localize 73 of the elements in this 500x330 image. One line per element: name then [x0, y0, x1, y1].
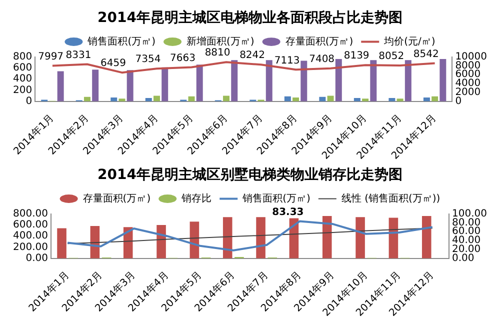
bar — [354, 98, 360, 102]
y-tick-label: 0.00 — [26, 252, 48, 264]
bar — [57, 71, 64, 102]
bar — [92, 70, 99, 102]
bar — [396, 98, 404, 102]
chart-title: 2014年昆明主城区电梯物业各面积段占比走势图 — [98, 9, 402, 26]
bar — [126, 70, 134, 102]
bar — [362, 98, 369, 102]
bar — [231, 60, 238, 102]
bar — [266, 60, 272, 102]
bar — [432, 96, 438, 102]
legend-label: 销售面积(万㎡) — [86, 35, 156, 48]
bar — [222, 217, 232, 258]
data-label: 8810 — [204, 48, 230, 59]
bar — [284, 96, 291, 102]
bar — [300, 60, 308, 102]
data-label: 7408 — [309, 54, 335, 65]
y2-tick-label: 10000 — [455, 51, 487, 62]
legend-label: 存量面积(万㎡) — [285, 35, 354, 48]
bar — [196, 64, 203, 102]
data-label: 8052 — [378, 51, 404, 62]
bar — [156, 224, 166, 258]
bar — [422, 216, 432, 258]
bar — [84, 96, 90, 102]
bar — [423, 97, 430, 102]
bar — [118, 98, 126, 102]
legend-label: 新增面积(万㎡) — [186, 35, 254, 48]
y-tick-label: 0 — [26, 96, 32, 107]
data-label: 7663 — [170, 52, 196, 64]
bar — [319, 96, 326, 102]
legend-label: 销售面积(万㎡) — [242, 192, 311, 204]
data-label: 7354 — [135, 54, 161, 66]
bar — [322, 216, 332, 258]
bar — [57, 228, 66, 258]
y-tick-label: 600.00 — [12, 220, 48, 231]
bar — [145, 98, 152, 102]
data-label: 7113 — [274, 55, 300, 66]
bar — [440, 59, 446, 102]
chart-title: 2014年昆明主城区别墅电梯类物业销存比走势图 — [98, 166, 402, 184]
y-tick-label: 200.00 — [12, 242, 48, 253]
y2-tick-label: 0 — [455, 96, 462, 107]
data-label: 7997 — [38, 51, 64, 62]
bar — [388, 98, 396, 102]
y-tick-label: 800.00 — [12, 208, 48, 220]
bar — [162, 67, 168, 102]
y-tick-label: 800 — [12, 51, 32, 62]
bar — [292, 97, 300, 102]
data-label: 8542 — [413, 48, 439, 60]
bar — [370, 60, 377, 102]
data-label: 8139 — [344, 50, 370, 62]
data-label: 8242 — [240, 50, 266, 62]
bar — [110, 97, 118, 102]
legend-label: 线性 (销售面积(万㎡)) — [341, 192, 440, 204]
y2-tick-label: 100.00 — [452, 208, 488, 220]
bar — [327, 96, 334, 102]
bar — [356, 217, 365, 258]
legend-label: 销存比 — [180, 192, 212, 204]
bar — [154, 96, 160, 102]
y-tick-label: 400.00 — [12, 230, 48, 242]
data-label: 6459 — [100, 58, 126, 70]
bar — [335, 59, 342, 102]
y2-tick-label: 0.00 — [452, 252, 474, 264]
y-tick-label: 200 — [12, 84, 32, 96]
data-label: 8331 — [66, 50, 92, 61]
bar — [223, 96, 230, 102]
y-tick-label: 400 — [12, 74, 32, 85]
data-label: 83.33 — [272, 206, 304, 218]
y-tick-label: 600 — [12, 62, 32, 74]
bar — [256, 217, 266, 258]
legend-label: 存量面积(万㎡) — [82, 192, 151, 204]
legend-label: 均价(元/㎡) — [383, 35, 436, 48]
bar — [404, 60, 412, 102]
bar — [123, 227, 133, 258]
